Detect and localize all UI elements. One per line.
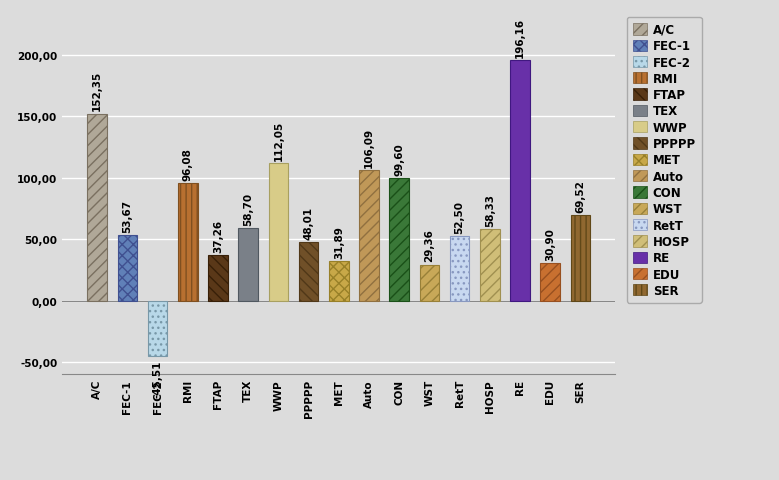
Text: 30,90: 30,90 — [545, 227, 555, 260]
Text: 58,70: 58,70 — [243, 193, 253, 226]
Text: 106,09: 106,09 — [364, 128, 374, 168]
Bar — [449, 237, 470, 301]
Text: -45,51: -45,51 — [153, 360, 163, 397]
Text: 53,67: 53,67 — [122, 199, 132, 232]
Bar — [299, 242, 319, 301]
Bar — [269, 164, 288, 301]
Text: 58,33: 58,33 — [485, 193, 495, 227]
Text: 196,16: 196,16 — [515, 18, 525, 58]
Bar — [571, 216, 590, 301]
Text: 96,08: 96,08 — [183, 147, 193, 180]
Bar — [178, 183, 198, 301]
Bar — [480, 229, 499, 301]
Bar — [541, 263, 560, 301]
Bar — [329, 262, 349, 301]
Text: 112,05: 112,05 — [273, 120, 284, 161]
Bar — [87, 114, 107, 301]
Text: 31,89: 31,89 — [334, 226, 344, 259]
Bar — [148, 301, 167, 357]
Text: 69,52: 69,52 — [576, 180, 586, 213]
Bar — [208, 255, 228, 301]
Text: 52,50: 52,50 — [455, 201, 464, 234]
Bar — [238, 229, 258, 301]
Text: 48,01: 48,01 — [304, 206, 314, 239]
Text: 37,26: 37,26 — [213, 219, 223, 252]
Text: 29,36: 29,36 — [425, 229, 435, 262]
Bar — [420, 265, 439, 301]
Text: 152,35: 152,35 — [92, 71, 102, 111]
Legend: A/C, FEC-1, FEC-2, RMI, FTAP, TEX, WWP, PPPPP, MET, Auto, CON, WST, RetT, HOSP, : A/C, FEC-1, FEC-2, RMI, FTAP, TEX, WWP, … — [627, 18, 702, 303]
Bar — [510, 60, 530, 301]
Text: 99,60: 99,60 — [394, 143, 404, 176]
Bar — [359, 171, 379, 301]
Bar — [390, 179, 409, 301]
Bar — [118, 235, 137, 301]
